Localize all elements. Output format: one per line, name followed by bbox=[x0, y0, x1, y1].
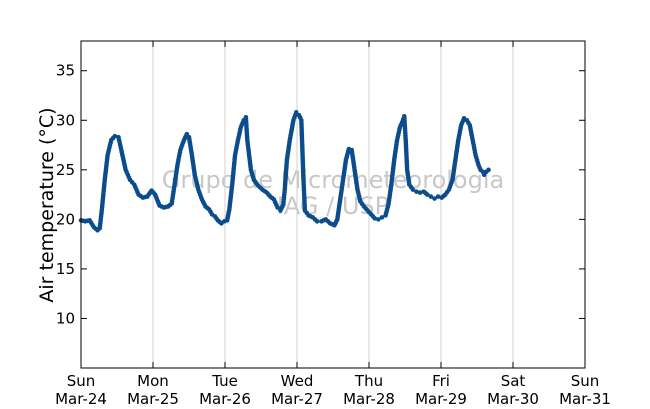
data-point bbox=[372, 216, 378, 221]
x-tick-weekday: Wed bbox=[281, 372, 314, 390]
y-tick-label: 25 bbox=[56, 161, 75, 179]
x-tick-weekday: Sat bbox=[501, 372, 526, 390]
vertical-gridlines bbox=[152, 41, 514, 368]
y-tick-label: 35 bbox=[56, 62, 75, 80]
x-tick-weekday: Tue bbox=[211, 372, 238, 390]
y-tick-label: 10 bbox=[56, 309, 75, 327]
data-point bbox=[432, 196, 437, 201]
data-point bbox=[410, 187, 416, 192]
y-tick-label: 20 bbox=[56, 210, 75, 228]
data-point bbox=[379, 215, 385, 220]
y-axis-title: Air temperature (°C) bbox=[36, 107, 58, 302]
data-point bbox=[425, 192, 430, 197]
x-tick-weekday: Mon bbox=[137, 372, 169, 390]
data-point bbox=[293, 110, 299, 115]
data-point bbox=[112, 133, 118, 139]
y-tick-label: 15 bbox=[56, 260, 75, 278]
plot-frame bbox=[80, 40, 586, 369]
data-point bbox=[486, 167, 491, 173]
x-tick-date: Mar-27 bbox=[271, 390, 323, 408]
x-tick-weekday: Fri bbox=[432, 372, 450, 390]
x-tick-date: Mar-31 bbox=[559, 390, 611, 408]
x-tick-date: Mar-30 bbox=[487, 390, 539, 408]
x-tick-weekday: Sun bbox=[571, 372, 600, 390]
watermark: Grupo de Micrometeorologia IAG / USP bbox=[162, 166, 504, 220]
data-point bbox=[275, 205, 280, 210]
data-point bbox=[314, 219, 320, 224]
x-tick-weekday: Sun bbox=[67, 372, 96, 390]
x-tick-date: Mar-24 bbox=[55, 390, 107, 408]
data-point bbox=[376, 217, 381, 222]
x-tick-date: Mar-28 bbox=[343, 390, 395, 408]
data-points bbox=[78, 110, 491, 233]
data-point bbox=[414, 189, 419, 194]
x-tick-date: Mar-26 bbox=[199, 390, 251, 408]
x-tick-labels: SunMar-24MonMar-25TueMar-26WedMar-27ThuM… bbox=[55, 372, 611, 408]
data-point bbox=[435, 194, 441, 199]
x-tick-date: Mar-29 bbox=[415, 390, 467, 408]
y-tick-labels: 10 15 20 25 30 35 bbox=[56, 62, 75, 328]
x-tick-date: Mar-25 bbox=[127, 390, 179, 408]
data-point bbox=[428, 194, 434, 199]
data-point bbox=[417, 190, 423, 195]
x-tick-weekday: Thu bbox=[354, 372, 383, 390]
y-tick-label: 30 bbox=[56, 111, 75, 129]
